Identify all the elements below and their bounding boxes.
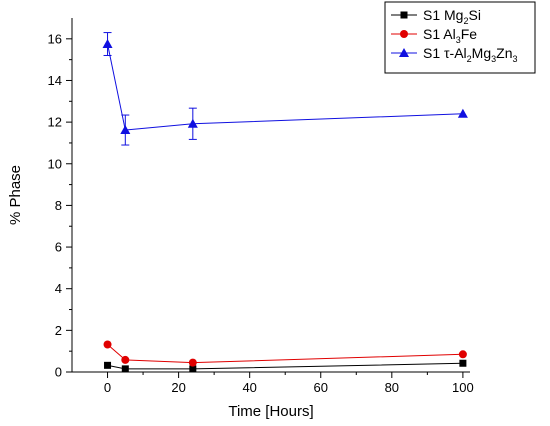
data-point: [187, 118, 198, 128]
legend-marker: [399, 48, 409, 57]
legend-label: S1 Mg2Si: [423, 7, 481, 26]
x-tick-label: 80: [385, 380, 399, 395]
data-point: [457, 108, 468, 118]
legend-entry: S1 Mg2Si: [391, 7, 481, 26]
y-tick-label: 14: [48, 73, 62, 88]
data-point: [189, 365, 197, 373]
legend-entry: S1 Al3Fe: [391, 26, 477, 45]
legend-marker: [400, 30, 408, 38]
legend-box: [384, 1, 536, 74]
data-point: [102, 39, 113, 49]
series-line: [107, 362, 463, 370]
legend-entry: S1 τ-Al2Mg3Zn3: [391, 45, 518, 64]
data-point: [120, 125, 131, 135]
y-tick-label: 10: [48, 156, 62, 171]
y-tick-label: 6: [55, 240, 62, 255]
data-point: [459, 359, 467, 367]
data-point: [121, 355, 130, 364]
legend-label: S1 Al3Fe: [423, 26, 477, 45]
data-point: [458, 350, 467, 359]
data-point: [104, 361, 112, 369]
y-tick-label: 0: [55, 365, 62, 380]
data-point: [188, 358, 197, 367]
legend-label: S1 τ-Al2Mg3Zn3: [423, 45, 518, 64]
series-layer: [102, 32, 468, 373]
data-point: [121, 365, 129, 373]
y-axis-title: % Phase: [7, 165, 24, 225]
x-tick-label: 40: [242, 380, 256, 395]
series-3: [102, 32, 468, 146]
y-tick-label: 2: [55, 323, 62, 338]
x-tick-label: 0: [104, 380, 111, 395]
y-tick-label: 12: [48, 115, 62, 130]
series-line: [107, 344, 463, 364]
y-tick-label: 16: [48, 31, 62, 46]
series-1: [104, 359, 467, 373]
axes: 0 20 40 60 80 100 0 2 4 6 8 10 12 14 16: [48, 18, 474, 395]
y-tick-label: 4: [55, 281, 62, 296]
x-axis-title: Time [Hours]: [228, 403, 313, 420]
series-2: [103, 340, 467, 367]
y-tick-label: 8: [55, 198, 62, 213]
x-tick-label: 60: [314, 380, 328, 395]
x-tick-label: 100: [452, 380, 474, 395]
legend-marker: [400, 11, 408, 19]
series-line: [107, 43, 463, 131]
data-point: [103, 340, 112, 349]
x-tick-label: 20: [171, 380, 185, 395]
